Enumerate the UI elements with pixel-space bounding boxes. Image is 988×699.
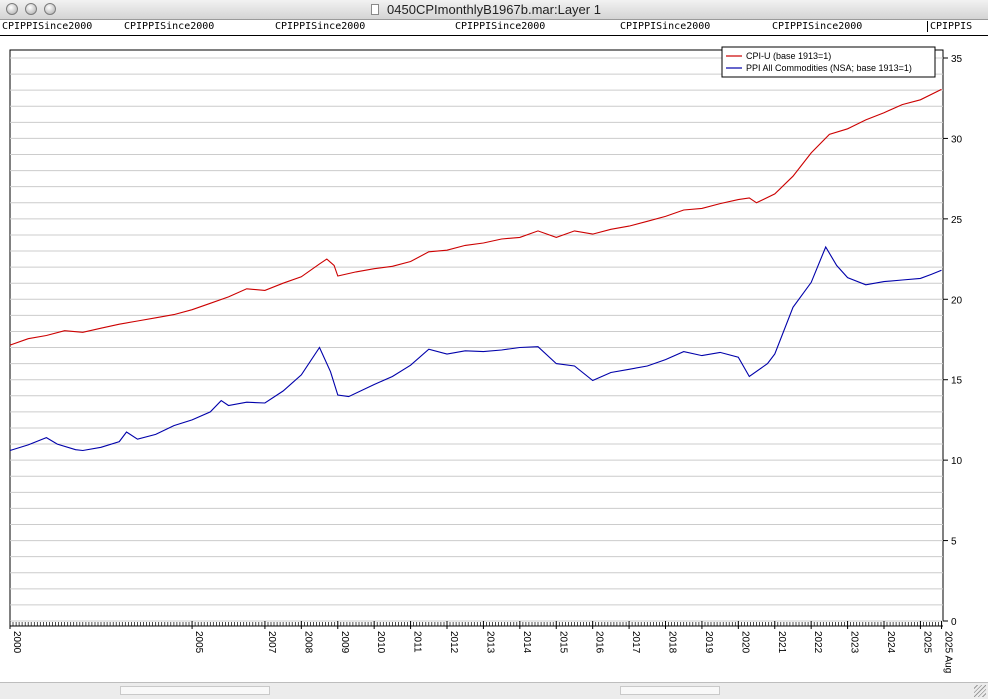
document-icon xyxy=(371,4,379,15)
layer-tab[interactable]: CPIPPIS xyxy=(927,21,972,32)
ppi-line xyxy=(9,245,942,452)
x-tick-label: 2012 xyxy=(448,631,459,654)
close-button[interactable] xyxy=(6,3,18,15)
y-tick-label: 20 xyxy=(951,295,963,306)
x-tick-label: 2013 xyxy=(484,631,495,654)
gridlines xyxy=(9,49,944,622)
x-minor-ticks xyxy=(9,622,943,626)
layer-tabs: CPIPPISince2000 CPIPPISince2000 CPIPPISi… xyxy=(0,20,988,36)
layer-tab[interactable]: CPIPPISince2000 xyxy=(124,21,215,32)
x-tick-label: 2000 xyxy=(11,631,22,654)
zoom-button[interactable] xyxy=(44,3,56,15)
x-tick-label: 2024 xyxy=(885,631,896,654)
status-bar xyxy=(0,682,988,699)
legend-entry: PPI All Commodities (NSA; base 1913=1) xyxy=(746,63,912,73)
cpi-line xyxy=(9,88,942,346)
x-tick-label: 2005 xyxy=(193,631,204,654)
x-tick-label: 2017 xyxy=(630,631,641,654)
y-tick-label: 0 xyxy=(951,617,957,628)
line-chart: 2000 2005 2007 2008 2009 2010 2011 2012 2013 2014… xyxy=(9,46,963,673)
x-tick-label: 2011 xyxy=(412,631,423,653)
x-tick-label: 2014 xyxy=(521,631,532,654)
x-tick-label: 2023 xyxy=(849,631,860,654)
x-tick-label: 2016 xyxy=(594,631,605,654)
layer-tab[interactable]: CPIPPISince2000 xyxy=(2,21,93,32)
resize-grip-icon[interactable] xyxy=(974,685,986,697)
plot-frame xyxy=(9,49,944,622)
series-lines xyxy=(9,88,942,452)
x-tick-label: 2007 xyxy=(266,631,277,654)
y-tick-label: 35 xyxy=(951,54,963,65)
minimize-button[interactable] xyxy=(25,3,37,15)
layer-tab[interactable]: CPIPPISince2000 xyxy=(455,21,546,32)
y-tick-label: 15 xyxy=(951,376,963,387)
y-axis: 0 5 10 15 20 25 30 35 xyxy=(943,54,963,628)
y-tick-label: 25 xyxy=(951,215,963,226)
x-tick-label: 2015 xyxy=(557,631,568,654)
y-tick-label: 5 xyxy=(951,537,957,548)
x-tick-label: 2021 xyxy=(776,631,787,654)
x-tick-label: 2010 xyxy=(375,631,386,654)
window-title: 0450CPImonthlyB1967b.mar:Layer 1 xyxy=(387,2,601,17)
legend-box xyxy=(721,46,936,78)
window-titlebar[interactable]: 0450CPImonthlyB1967b.mar:Layer 1 xyxy=(0,0,988,20)
layer-tab[interactable]: CPIPPISince2000 xyxy=(275,21,366,32)
x-tick-label: 2022 xyxy=(812,631,823,654)
x-tick-label: 2025 xyxy=(921,631,932,654)
x-tick-label: 2019 xyxy=(703,631,714,654)
status-segment xyxy=(120,686,270,695)
x-axis: 2000 2005 2007 2008 2009 2010 2011 2012 2013 2014… xyxy=(9,621,954,673)
legend: CPI-U (base 1913=1) PPI All Commodities (… xyxy=(721,46,936,78)
x-tick-label: 2025 Aug xyxy=(943,631,954,673)
x-tick-label: 2020 xyxy=(739,631,750,654)
y-tick-label: 30 xyxy=(951,134,963,145)
x-tick-label: 2018 xyxy=(667,631,678,654)
layer-tab[interactable]: CPIPPISince2000 xyxy=(620,21,711,32)
x-tick-label: 2008 xyxy=(302,631,313,654)
layer-tab[interactable]: CPIPPISince2000 xyxy=(772,21,863,32)
legend-entry: CPI-U (base 1913=1) xyxy=(746,51,831,61)
x-tick-label: 2009 xyxy=(339,631,350,654)
y-tick-label: 10 xyxy=(951,456,963,467)
status-segment xyxy=(620,686,720,695)
